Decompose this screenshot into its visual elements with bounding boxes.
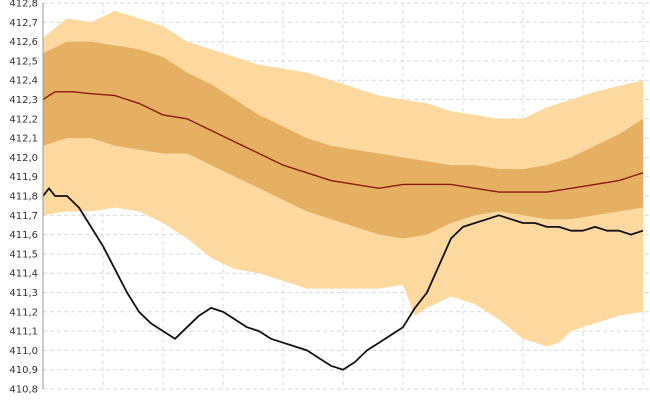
y-tick-label: 411,1 <box>9 327 38 338</box>
y-tick-label: 410,8 <box>9 385 38 396</box>
y-tick-label: 412,1 <box>9 134 38 145</box>
y-tick-label: 411,5 <box>9 249 38 260</box>
y-tick-label: 411,0 <box>9 346 38 357</box>
y-tick-label: 411,4 <box>9 269 38 280</box>
y-tick-label: 411,3 <box>9 288 38 299</box>
y-tick-label: 411,9 <box>9 172 38 183</box>
y-tick-label: 412,4 <box>9 76 38 87</box>
y-tick-label: 411,2 <box>9 307 38 318</box>
lines <box>42 91 644 371</box>
median-line <box>42 91 644 193</box>
inner-confidence-band <box>43 41 643 239</box>
y-tick-label: 412,8 <box>9 0 38 10</box>
y-tick-label: 412,5 <box>9 56 38 67</box>
y-tick-label: 412,2 <box>9 114 38 125</box>
y-tick-label: 412,6 <box>9 37 38 48</box>
y-tick-label: 411,7 <box>9 211 38 222</box>
y-tick-label: 412,3 <box>9 95 38 106</box>
bands <box>43 10 643 347</box>
y-tick-label: 411,8 <box>9 192 38 203</box>
observed-line <box>42 187 644 371</box>
y-axis: 410,8 410,9 411,0 411,1 411,2 411,3 411,4 411,5… <box>9 0 44 396</box>
y-tick-label: 410,9 <box>9 365 38 376</box>
y-tick-label: 412,0 <box>9 153 38 164</box>
y-tick-label: 411,6 <box>9 230 38 241</box>
y-tick-label: 412,7 <box>9 18 38 29</box>
